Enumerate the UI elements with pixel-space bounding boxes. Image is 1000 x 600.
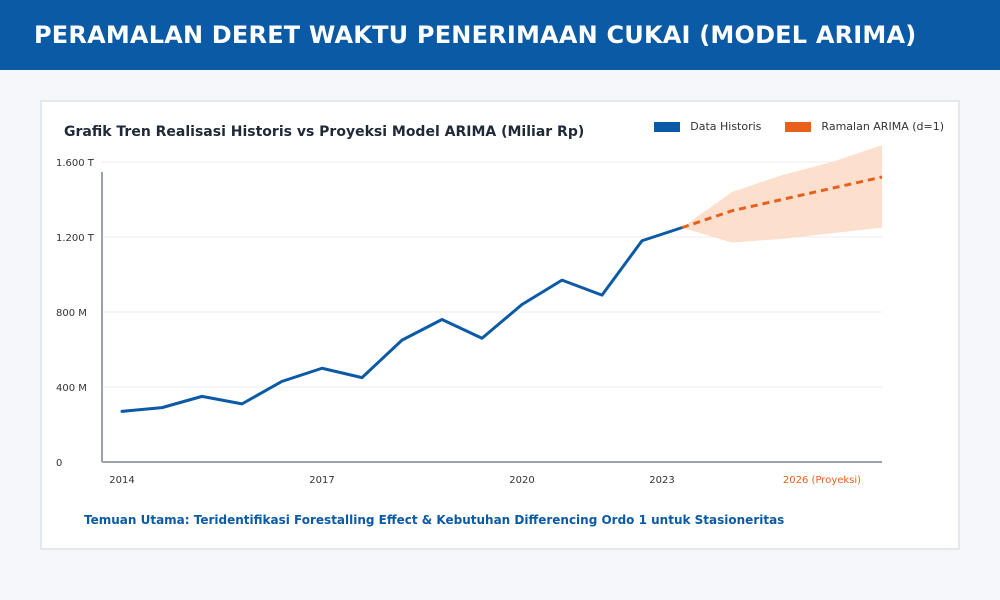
x-tick-label-1: 2017 xyxy=(309,475,334,486)
x-tick-label-4: 2026 (Proyeksi) xyxy=(783,475,861,486)
y-tick-label-1: 400 M xyxy=(56,383,87,394)
chart-title: Grafik Tren Realisasi Historis vs Proyek… xyxy=(64,124,585,140)
legend-item-forecast: Ramalan ARIMA (d=1) xyxy=(785,120,944,133)
x-tick-label-2: 2020 xyxy=(509,475,534,486)
y-tick-label-3: 1.200 T xyxy=(56,233,95,244)
series-line-forecast xyxy=(681,175,883,230)
y-tick-label-0: 0 xyxy=(56,458,62,469)
x-tick-label-0: 2014 xyxy=(109,475,134,486)
legend-label-historical: Data Historis xyxy=(690,120,762,133)
forecast-confidence-band xyxy=(682,145,882,243)
legend-swatch-historical xyxy=(654,121,681,132)
chart-panel: Grafik Tren Realisasi Historis vs Proyek… xyxy=(40,100,960,550)
line-chart: 0 400 M 800 M 1.200 T 1.600 T 2014 2017 2020 202… xyxy=(56,145,883,486)
chart-legend: Data Historis Ramalan ARIMA (d=1) xyxy=(630,120,944,133)
key-finding: Temuan Utama: Teridentifikasi Forestalli… xyxy=(84,513,785,527)
page-header: PERAMALAN DERET WAKTU PENERIMAAN CUKAI (… xyxy=(0,0,1000,70)
page-title: PERAMALAN DERET WAKTU PENERIMAAN CUKAI (… xyxy=(34,21,917,49)
series-line-historical xyxy=(120,226,684,413)
legend-label-forecast: Ramalan ARIMA (d=1) xyxy=(821,120,944,133)
legend-swatch-forecast xyxy=(785,121,812,132)
y-tick-label-4: 1.600 T xyxy=(56,158,95,169)
x-tick-label-3: 2023 xyxy=(649,475,674,486)
y-tick-label-2: 800 M xyxy=(56,308,87,319)
legend-item-historical: Data Historis xyxy=(654,120,761,133)
